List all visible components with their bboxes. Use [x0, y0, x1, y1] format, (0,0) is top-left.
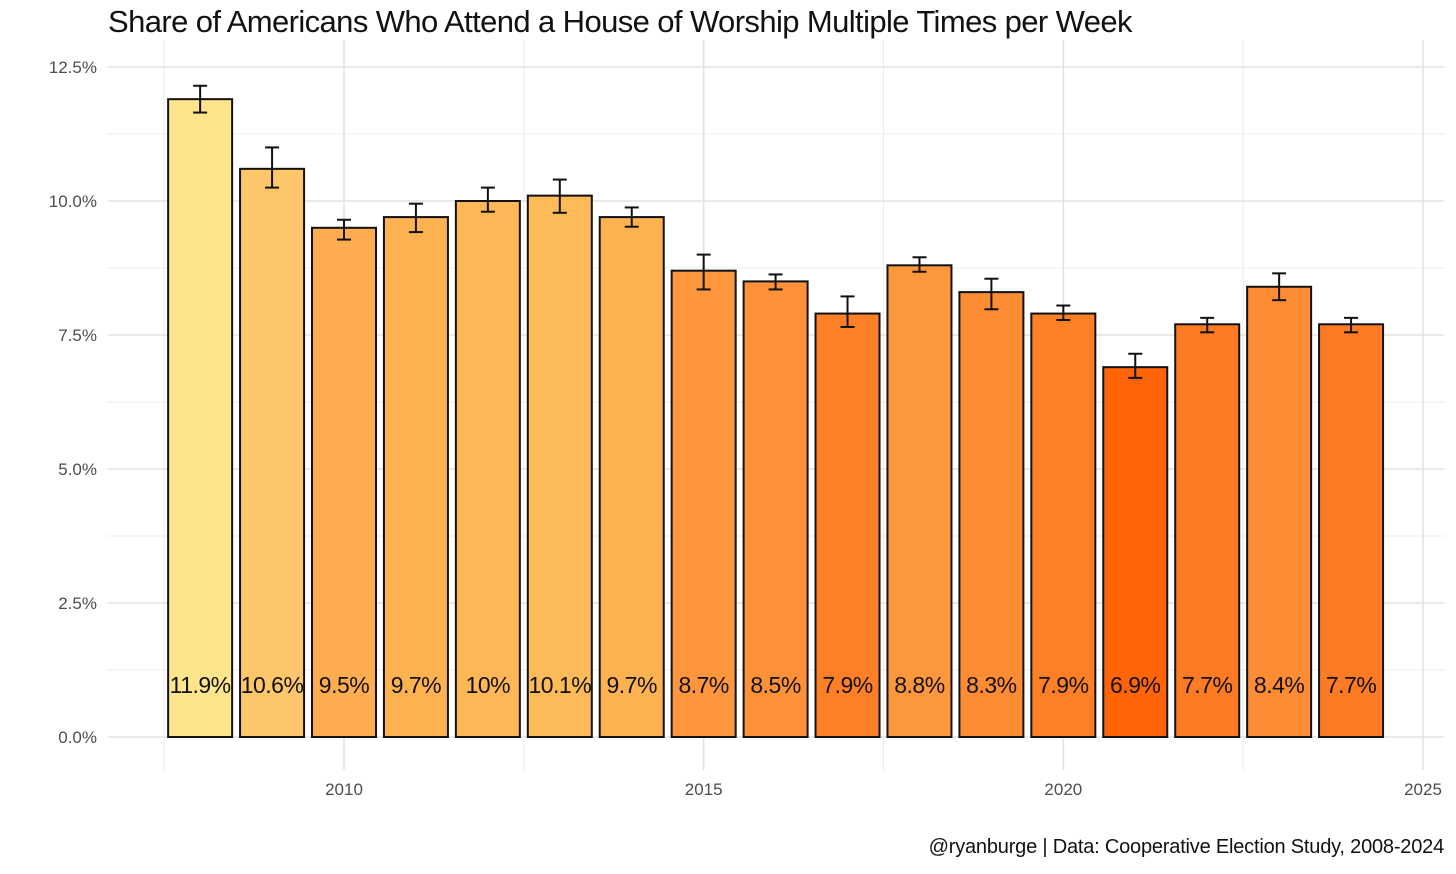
- bar-label-2008: 11.9%: [170, 672, 231, 698]
- bar-label-2018: 8.8%: [894, 672, 944, 698]
- bar-label-2019: 8.3%: [966, 672, 1016, 698]
- bar-label-2022: 7.7%: [1182, 672, 1232, 698]
- bar-label-2023: 8.4%: [1254, 672, 1304, 698]
- bar-label-2017: 7.9%: [822, 672, 872, 698]
- bar-label-2009: 10.6%: [241, 672, 304, 698]
- bar-2018: [886, 264, 953, 738]
- x-tick-label: 2025: [1404, 780, 1442, 799]
- x-tick-label: 2015: [685, 780, 723, 799]
- bar-2015: [670, 269, 737, 738]
- chart-title: Share of Americans Who Attend a House of…: [108, 4, 1133, 39]
- y-tick-label: 12.5%: [49, 58, 97, 77]
- chart-caption: @ryanburge | Data: Cooperative Election …: [928, 836, 1445, 858]
- bar-label-2015: 8.7%: [678, 672, 728, 698]
- bar-2009: [239, 167, 306, 738]
- bar-label-2010: 9.5%: [319, 672, 369, 698]
- bar-label-2016: 8.5%: [750, 672, 800, 698]
- bar-label-2021: 6.9%: [1110, 672, 1160, 698]
- bar-2016: [742, 280, 809, 738]
- y-tick-label: 10.0%: [49, 192, 97, 211]
- bar-2013: [526, 194, 593, 738]
- bar-label-2024: 7.7%: [1326, 672, 1376, 698]
- bar-2024: [1318, 323, 1385, 738]
- bar-2011: [382, 216, 449, 738]
- y-tick-label: 0.0%: [58, 728, 97, 747]
- bar-2017: [814, 312, 881, 738]
- bar-2010: [311, 226, 377, 739]
- bar-2023: [1246, 285, 1313, 738]
- bar-2008: [167, 98, 234, 739]
- axis-tick-labels: 0.0% 2.5% 5.0% 7.5% 10.0% 12.5% 2010 2015 2020 20…: [49, 58, 1442, 799]
- bar-2014: [598, 216, 665, 738]
- error-bars: [193, 84, 1359, 379]
- bar-2019: [958, 291, 1025, 738]
- bar-2022: [1174, 323, 1241, 738]
- y-tick-label: 7.5%: [58, 326, 97, 345]
- bar-2012: [454, 200, 521, 738]
- x-tick-label: 2010: [325, 780, 363, 799]
- bar-2021: [1102, 366, 1169, 738]
- bar-label-2011: 9.7%: [391, 672, 441, 698]
- bar-value-labels: 11.9% 10.6% 9.5% 9.7% 10% 10.1% 9.7% 8.7% 8.5% 7.…: [170, 672, 1377, 698]
- y-tick-label: 2.5%: [58, 594, 97, 613]
- x-tick-label: 2020: [1044, 780, 1082, 799]
- bar-label-2012: 10%: [466, 672, 511, 698]
- bar-label-2013: 10.1%: [528, 672, 591, 698]
- y-tick-label: 5.0%: [58, 460, 97, 479]
- bar-label-2020: 7.9%: [1038, 672, 1088, 698]
- bars: [167, 98, 1385, 739]
- bar-label-2014: 9.7%: [607, 672, 657, 698]
